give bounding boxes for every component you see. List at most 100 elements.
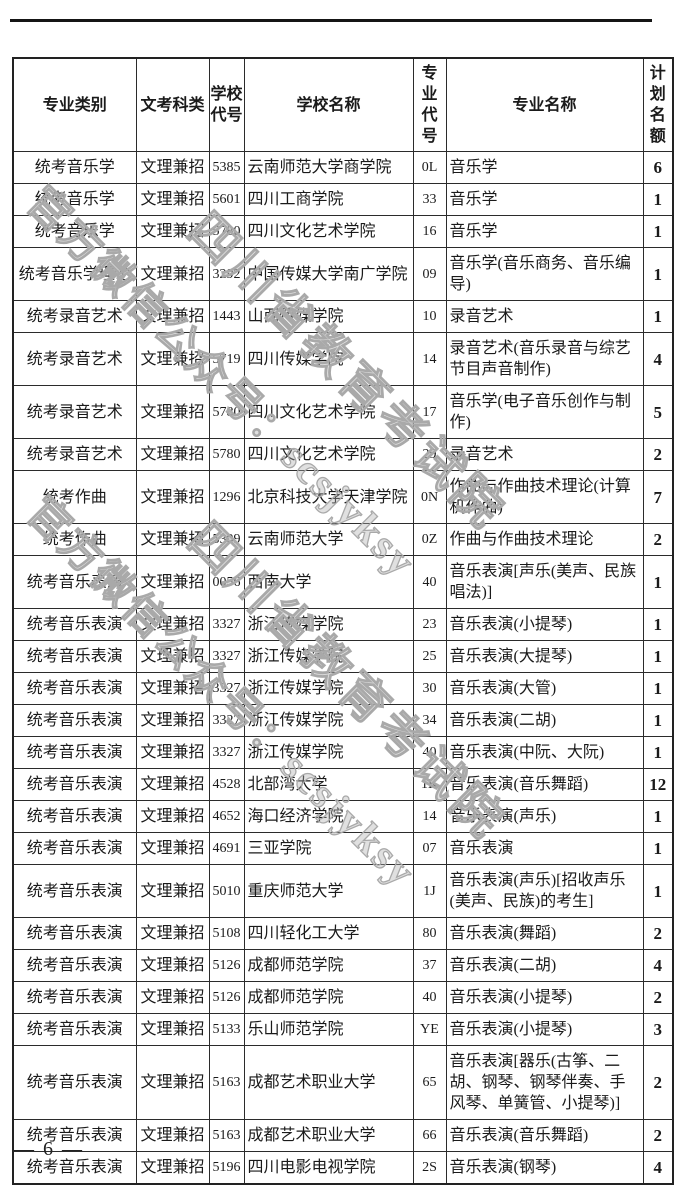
exam-type-cell: 文理兼招 [135, 215, 210, 248]
exam-type-cell: 文理兼招 [135, 470, 210, 524]
category-cell: 统考音乐表演 [12, 736, 137, 769]
exam-type-cell: 文理兼招 [135, 949, 210, 982]
table-row: 统考音乐学 文理兼招 5780 四川文化艺术学院 16 音乐学 1 [12, 215, 674, 248]
major-name-cell: 音乐表演(声乐)[招收声乐(美声、民族)的考生] [445, 864, 644, 918]
admission-plan-table: 专业类别 文考科类 学校 代号 学校名称 专业 代号 专业名称 计划 名额 统考音乐学 文理兼… [12, 57, 674, 1185]
school-code-cell: 5126 [208, 949, 245, 982]
school-code-cell: 3327 [208, 640, 245, 673]
quota-cell: 6 [642, 151, 674, 184]
school-code-cell: 5780 [208, 385, 245, 439]
major-code-cell: 07 [412, 832, 447, 865]
major-code-cell: 1K [412, 768, 447, 801]
school-name-cell: 中国传媒大学南广学院 [243, 247, 414, 301]
exam-type-cell: 文理兼招 [135, 917, 210, 950]
exam-type-cell: 文理兼招 [135, 672, 210, 705]
exam-type-cell: 文理兼招 [135, 438, 210, 471]
exam-type-cell: 文理兼招 [135, 800, 210, 833]
category-cell: 统考音乐表演 [12, 672, 137, 705]
column-header-major-code: 专业 代号 [412, 57, 447, 152]
school-code-cell: 3327 [208, 736, 245, 769]
table-row: 统考音乐表演 文理兼招 0056 西南大学 40 音乐表演[声乐(美声、民族唱法)] 1 [12, 555, 674, 609]
school-name-cell: 海口经济学院 [243, 800, 414, 833]
school-code-cell: 5010 [208, 864, 245, 918]
school-name-cell: 四川文化艺术学院 [243, 215, 414, 248]
school-name-cell: 四川传媒学院 [243, 332, 414, 386]
category-cell: 统考音乐表演 [12, 800, 137, 833]
quota-cell: 7 [642, 470, 674, 524]
school-code-cell: 5126 [208, 981, 245, 1014]
quota-cell: 4 [642, 1151, 674, 1185]
quota-cell: 1 [642, 864, 674, 918]
quota-cell: 4 [642, 949, 674, 982]
major-name-cell: 音乐表演(音乐舞蹈) [445, 1119, 644, 1152]
school-code-cell: 4528 [208, 768, 245, 801]
school-name-cell: 乐山师范学院 [243, 1013, 414, 1046]
quota-cell: 4 [642, 332, 674, 386]
major-name-cell: 音乐表演(大管) [445, 672, 644, 705]
category-cell: 统考录音艺术 [12, 385, 137, 439]
school-name-cell: 浙江传媒学院 [243, 608, 414, 641]
table-row: 统考音乐表演 文理兼招 5126 成都师范学院 40 音乐表演(小提琴) 2 [12, 981, 674, 1014]
school-code-cell: 3327 [208, 704, 245, 737]
category-cell: 统考音乐表演 [12, 640, 137, 673]
exam-type-cell: 文理兼招 [135, 1013, 210, 1046]
major-code-cell: 40 [412, 736, 447, 769]
quota-cell: 1 [642, 247, 674, 301]
category-cell: 统考音乐表演 [12, 949, 137, 982]
major-code-cell: 10 [412, 300, 447, 333]
category-cell: 统考录音艺术 [12, 438, 137, 471]
school-code-cell: 5385 [208, 151, 245, 184]
quota-cell: 1 [642, 800, 674, 833]
major-name-cell: 音乐表演[声乐(美声、民族唱法)] [445, 555, 644, 609]
major-name-cell: 音乐表演[器乐(古筝、二胡、钢琴、钢琴伴奏、手风琴、单簧管、小提琴)] [445, 1045, 644, 1120]
exam-type-cell: 文理兼招 [135, 864, 210, 918]
exam-type-cell: 文理兼招 [135, 300, 210, 333]
exam-type-cell: 文理兼招 [135, 832, 210, 865]
quota-cell: 1 [642, 300, 674, 333]
exam-type-cell: 文理兼招 [135, 183, 210, 216]
quota-cell: 1 [642, 608, 674, 641]
school-name-cell: 成都师范学院 [243, 949, 414, 982]
major-name-cell: 音乐学(电子音乐创作与制作) [445, 385, 644, 439]
school-name-cell: 山西传媒学院 [243, 300, 414, 333]
school-code-cell: 5780 [208, 438, 245, 471]
table-row: 统考音乐表演 文理兼招 5196 四川电影电视学院 2S 音乐表演(钢琴) 4 [12, 1151, 674, 1185]
school-name-cell: 成都艺术职业大学 [243, 1119, 414, 1152]
quota-cell: 1 [642, 704, 674, 737]
quota-cell: 1 [642, 183, 674, 216]
major-code-cell: 14 [412, 800, 447, 833]
school-name-cell: 西南大学 [243, 555, 414, 609]
major-name-cell: 音乐表演(小提琴) [445, 608, 644, 641]
major-name-cell: 音乐学 [445, 183, 644, 216]
exam-type-cell: 文理兼招 [135, 640, 210, 673]
major-code-cell: YE [412, 1013, 447, 1046]
exam-type-cell: 文理兼招 [135, 608, 210, 641]
exam-type-cell: 文理兼招 [135, 1119, 210, 1152]
major-code-cell: 0N [412, 470, 447, 524]
school-code-cell: 5163 [208, 1045, 245, 1120]
table-row: 统考作曲 文理兼招 5309 云南师范大学 0Z 作曲与作曲技术理论 2 [12, 523, 674, 556]
major-code-cell: 17 [412, 385, 447, 439]
major-code-cell: 0L [412, 151, 447, 184]
major-code-cell: 34 [412, 704, 447, 737]
school-name-cell: 云南师范大学商学院 [243, 151, 414, 184]
table-row: 统考音乐表演 文理兼招 5010 重庆师范大学 1J 音乐表演(声乐)[招收声乐(美声、民… [12, 864, 674, 918]
school-name-cell: 四川电影电视学院 [243, 1151, 414, 1185]
school-name-cell: 浙江传媒学院 [243, 704, 414, 737]
category-cell: 统考音乐学 [12, 183, 137, 216]
major-name-cell: 音乐表演(二胡) [445, 704, 644, 737]
major-name-cell: 音乐表演(小提琴) [445, 981, 644, 1014]
quota-cell: 2 [642, 1045, 674, 1120]
quota-cell: 2 [642, 981, 674, 1014]
school-code-cell: 5163 [208, 1119, 245, 1152]
major-code-cell: 2S [412, 1151, 447, 1185]
school-code-cell: 1296 [208, 470, 245, 524]
quota-cell: 2 [642, 917, 674, 950]
school-name-cell: 四川文化艺术学院 [243, 385, 414, 439]
category-cell: 统考录音艺术 [12, 300, 137, 333]
exam-type-cell: 文理兼招 [135, 247, 210, 301]
school-name-cell: 浙江传媒学院 [243, 672, 414, 705]
category-cell: 统考音乐表演 [12, 768, 137, 801]
major-name-cell: 音乐表演(小提琴) [445, 1013, 644, 1046]
exam-type-cell: 文理兼招 [135, 768, 210, 801]
